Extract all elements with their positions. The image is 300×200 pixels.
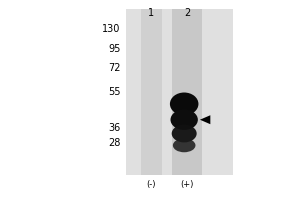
Text: 55: 55	[108, 87, 120, 97]
Text: 130: 130	[102, 24, 120, 34]
Text: 1: 1	[148, 8, 154, 18]
Text: 28: 28	[108, 138, 120, 148]
Polygon shape	[200, 115, 210, 124]
Bar	[126, 9, 233, 175]
Text: 36: 36	[108, 123, 120, 133]
Ellipse shape	[173, 138, 196, 152]
Ellipse shape	[170, 109, 198, 130]
Text: 72: 72	[108, 63, 120, 73]
Bar	[172, 9, 202, 175]
Ellipse shape	[172, 125, 197, 142]
Text: (-): (-)	[147, 180, 156, 189]
Text: (+): (+)	[181, 180, 194, 189]
Text: 95: 95	[108, 44, 120, 54]
Bar	[141, 9, 162, 175]
Ellipse shape	[170, 93, 198, 115]
Text: 2: 2	[184, 8, 190, 18]
